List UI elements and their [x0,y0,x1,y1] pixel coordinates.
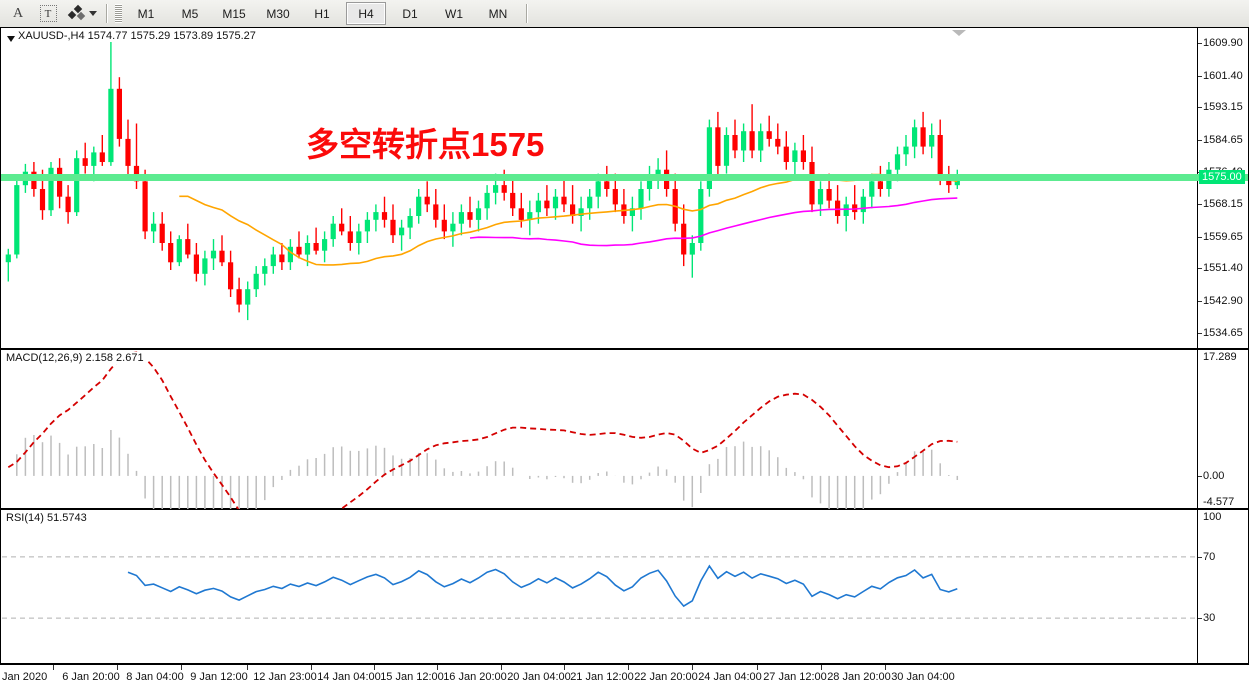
macd-axis-label: -4.577 [1203,496,1235,508]
rsi-axis-tick [1198,556,1202,558]
time-axis-label: 12 Jan 23:00 [253,671,317,683]
time-axis-tick [692,665,693,670]
timeframe-d1[interactable]: D1 [402,6,418,21]
rsi-pane-title: RSI(14) 51.5743 [6,512,90,524]
chart-collapse-icon[interactable] [952,30,966,36]
macd-axis-label: 17.289 [1203,351,1237,363]
time-axis-label: 28 Jan 20:00 [827,671,891,683]
price-axis-label: 1534.65 [1203,327,1243,339]
time-axis-tick [311,665,312,670]
timeframe-h4[interactable]: H4 [346,2,386,25]
time-axis-label: 22 Jan 20:00 [634,671,698,683]
price-axis-tick [1198,301,1202,303]
timeframe-m15[interactable]: M15 [222,6,246,21]
chart-area: XAUUSD-,H4 1574.77 1575.29 1573.89 1575.… [0,27,1249,692]
price-axis-label: 1551.40 [1203,262,1243,275]
text-icon: A [12,5,24,21]
time-axis-label: 6 Jan 20:00 [62,671,120,683]
time-axis-label: 15 Jan 12:00 [380,671,444,683]
price-axis-tick [1198,140,1202,142]
price-axis-tick [1198,333,1202,334]
rsi-axis-label: 70 [1203,550,1216,563]
macd-pane-title: MACD(12,26,9) 2.158 2.671 [6,352,147,364]
time-axis-label: 9 Jan 12:00 [190,671,248,683]
price-axis-tick [1198,107,1202,109]
macd-plot[interactable] [2,351,1198,509]
rsi-axis-tick [1198,618,1202,620]
rsi-axis-label: 30 [1203,612,1216,625]
price-axis-tick [1198,42,1202,44]
price-pane-title: XAUUSD-,H4 1574.77 1575.29 1573.89 1575.… [18,30,259,42]
price-plot[interactable] [2,29,1198,349]
timeframe-h1[interactable]: H1 [314,6,330,21]
time-axis-tick [374,665,375,670]
time-axis-tick [501,665,502,670]
rsi-axis-label: 100 [1203,511,1222,523]
rsi-svg [2,556,1198,619]
time-axis-label: 16 Jan 20:00 [443,671,507,683]
macd-axis-label: 0.00 [1203,469,1225,482]
toolbar: A T M1 M5 M15 M30 H1 H4 D1 W1 MN [0,0,1249,28]
shapes-icon [67,4,88,22]
time-axis-tick [757,665,758,670]
time-axis-label: 14 Jan 04:00 [317,671,381,683]
pane-collapse-triangle-icon[interactable] [7,36,15,42]
time-axis-label: 21 Jan 12:00 [570,671,634,683]
price-axis-tick [1198,236,1202,238]
time-axis-tick [885,665,886,670]
time-axis-tick [181,665,182,670]
timeframe-m5[interactable]: M5 [181,6,199,21]
price-level-line [1,174,1248,182]
time-axis-label: 8 Jan 04:00 [126,671,184,683]
timeframe-mn[interactable]: MN [488,6,508,21]
price-candles-svg [5,34,960,321]
price-axis-tick [1198,268,1202,270]
time-axis-tick [628,665,629,670]
time-axis-tick [564,665,565,670]
time-axis[interactable]: 3 Jan 2020 6 Jan 20:00 8 Jan 04:00 9 Jan 12… [0,664,1249,692]
price-axis-label: 1542.90 [1203,295,1243,308]
time-axis-label: 3 Jan 2020 [0,671,48,683]
time-axis-tick [437,665,438,670]
toolbar-divider-2 [526,4,527,23]
price-axis-tick [1198,203,1202,205]
time-axis-tick [117,665,118,670]
rsi-plot[interactable] [2,511,1198,664]
chart-annotation-text: 多空转折点1575 [306,126,545,163]
time-axis-label: 20 Jan 04:00 [507,671,571,683]
text-tool-button[interactable]: A [4,1,32,26]
current-price-label: 1575.00 [1199,170,1245,185]
time-axis-label: 27 Jan 12:00 [763,671,827,683]
time-axis-tick [247,665,248,670]
shapes-tool-button[interactable] [64,1,100,26]
price-axis-label: 1584.65 [1203,134,1243,147]
macd-axis-tick [1198,475,1202,477]
price-axis-label: 1593.15 [1203,101,1243,114]
timeframe-m1[interactable]: M1 [137,6,155,21]
price-pane[interactable]: XAUUSD-,H4 1574.77 1575.29 1573.89 1575.… [0,27,1249,349]
chevron-down-icon[interactable] [88,11,97,16]
price-axis-label: 1568.15 [1203,197,1243,210]
macd-pane[interactable]: MACD(12,26,9) 2.158 2.671 17.289 0.00 -4.5… [0,349,1249,509]
rsi-pane[interactable]: RSI(14) 51.5743 100 70 30 [0,509,1249,664]
price-y-axis[interactable]: 1609.901601.401593.151584.651576.401568.… [1192,28,1248,348]
label-tool-button[interactable]: T [34,1,62,26]
macd-svg [7,351,959,509]
time-axis-label: 30 Jan 04:00 [891,671,955,683]
price-axis-tick [1198,75,1202,77]
macd-y-axis[interactable]: 17.289 0.00 -4.577 [1197,350,1248,508]
price-axis-label: 1559.65 [1203,230,1243,243]
toolbar-divider [106,4,107,23]
price-axis-label: 1601.40 [1203,69,1243,82]
time-axis-tick [53,665,54,670]
timeframe-w1[interactable]: W1 [445,6,463,21]
timeframe-m30[interactable]: M30 [266,6,290,21]
rsi-y-axis[interactable]: 100 70 30 [1197,510,1248,663]
time-axis-tick [821,665,822,670]
price-axis-label: 1609.90 [1203,36,1243,49]
timeframe-grip-handle[interactable] [115,4,122,23]
time-axis-label: 24 Jan 04:00 [698,671,762,683]
label-icon: T [39,5,57,22]
